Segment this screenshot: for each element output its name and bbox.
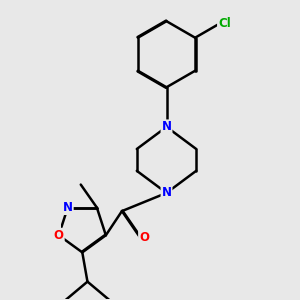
- Text: O: O: [54, 229, 64, 242]
- Text: N: N: [161, 120, 172, 134]
- Text: Cl: Cl: [218, 17, 231, 30]
- Text: N: N: [161, 186, 172, 200]
- Text: N: N: [63, 201, 73, 214]
- Text: O: O: [139, 231, 149, 244]
